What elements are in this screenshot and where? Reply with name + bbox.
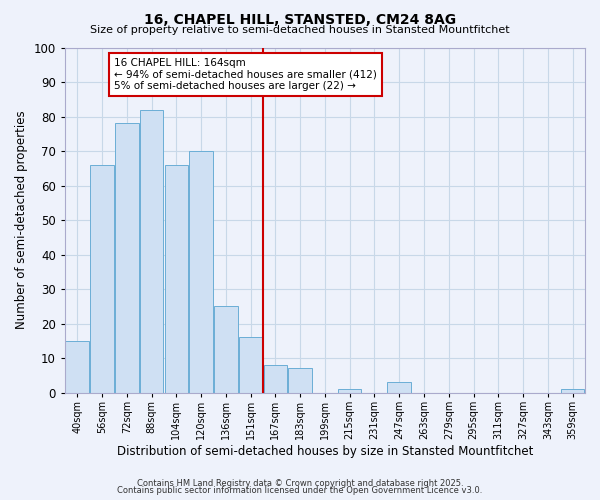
Bar (289, 368, 312, 392)
Text: 16, CHAPEL HILL, STANSTED, CM24 8AG: 16, CHAPEL HILL, STANSTED, CM24 8AG (144, 12, 456, 26)
Text: Contains public sector information licensed under the Open Government Licence v3: Contains public sector information licen… (118, 486, 482, 495)
Text: 16 CHAPEL HILL: 164sqm
← 94% of semi-detached houses are smaller (412)
5% of sem: 16 CHAPEL HILL: 164sqm ← 94% of semi-det… (115, 58, 377, 91)
Bar (338, 389, 361, 392)
Bar (214, 306, 238, 392)
Bar (263, 365, 287, 392)
Text: Contains HM Land Registry data © Crown copyright and database right 2025.: Contains HM Land Registry data © Crown c… (137, 478, 463, 488)
Text: Size of property relative to semi-detached houses in Stansted Mountfitchet: Size of property relative to semi-detach… (90, 25, 510, 35)
Bar (140, 110, 163, 393)
Bar (190, 151, 213, 392)
Bar (239, 338, 262, 392)
Bar (164, 165, 188, 392)
Bar (388, 382, 411, 392)
Bar (561, 389, 584, 392)
Bar (65, 341, 89, 392)
Bar (90, 165, 114, 392)
X-axis label: Distribution of semi-detached houses by size in Stansted Mountfitchet: Distribution of semi-detached houses by … (117, 444, 533, 458)
Bar (115, 124, 139, 392)
Y-axis label: Number of semi-detached properties: Number of semi-detached properties (15, 111, 28, 330)
